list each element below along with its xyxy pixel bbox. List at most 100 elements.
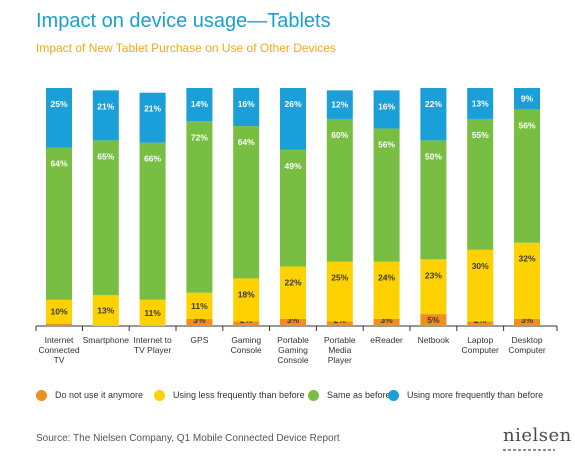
data-label: 13% [97, 306, 114, 316]
bar-segment [420, 259, 447, 315]
bar-segment [233, 126, 260, 279]
category-label: TV Player [134, 345, 171, 355]
category-label: Computer [462, 345, 499, 355]
bar-segment [280, 88, 306, 150]
bar-segment [92, 140, 119, 296]
data-label: 56% [518, 120, 535, 130]
bar-segment [46, 323, 72, 326]
bar-segment [233, 321, 260, 326]
bar-segment [467, 118, 494, 250]
category-label: Internet [45, 335, 74, 345]
data-label: 49% [284, 161, 301, 171]
bar-segment [92, 90, 119, 141]
legend-swatch [308, 389, 319, 401]
bar-segment [92, 295, 119, 326]
category-label: Laptop [467, 335, 493, 345]
category-label: Connected [38, 345, 79, 355]
data-label: 56% [378, 139, 395, 149]
data-label: 60% [331, 130, 348, 140]
category-label: Netbook [418, 335, 450, 345]
data-label: 14% [191, 99, 208, 109]
data-label: 5% [427, 315, 440, 325]
data-label: 24% [378, 273, 395, 283]
legend-label: Do not use it anymore [55, 390, 144, 400]
stacked-bar-chart: 1%10%64%25%InternetConnectedTV13%65%21%S… [35, 88, 558, 365]
bar-segment [46, 147, 72, 300]
bar-segment [373, 318, 400, 326]
bar-segment [467, 88, 494, 119]
data-label: 25% [331, 273, 348, 283]
data-label: 64% [238, 137, 255, 147]
category-label: Internet to [133, 335, 172, 345]
category-label: TV [54, 355, 65, 365]
bar-segment [420, 314, 447, 326]
bar-segment [326, 118, 353, 262]
category-label: Smartphone [83, 335, 130, 345]
category-label: Portable [277, 335, 309, 345]
bar-segment [326, 321, 353, 326]
nielsen-logo: nielsen [503, 425, 572, 446]
bar-segment [326, 90, 353, 119]
bar-segment [420, 140, 447, 260]
data-label: 18% [238, 289, 255, 299]
data-label: 30% [472, 261, 489, 271]
bar-segment [139, 92, 166, 143]
bar-segment [46, 299, 72, 324]
logo-underline [503, 449, 555, 451]
data-label: 3% [287, 315, 300, 325]
legend-label: Same as before [327, 390, 391, 400]
bar-segment [420, 88, 447, 141]
bar-segment [373, 90, 400, 129]
category-label: Portable [324, 335, 356, 345]
category-label: Player [328, 355, 352, 365]
data-label: 55% [472, 130, 489, 140]
data-label: 10% [50, 307, 67, 317]
data-label: 22% [284, 278, 301, 288]
source-note: Source: The Nielsen Company, Q1 Mobile C… [36, 433, 340, 444]
data-label: 26% [284, 99, 301, 109]
legend-item: Same as before [308, 387, 391, 403]
data-label: 11% [144, 308, 161, 318]
data-label: 13% [472, 98, 489, 108]
bar-segment [514, 109, 540, 243]
category-label: Computer [508, 345, 545, 355]
bar-segment [514, 242, 540, 319]
bar-segment [280, 149, 306, 267]
data-label: 65% [97, 151, 114, 161]
bar-segment [186, 121, 213, 293]
bar-segment [233, 278, 260, 322]
data-label: 16% [238, 99, 255, 109]
bar-segment [467, 321, 494, 326]
category-label: Desktop [511, 335, 542, 345]
bar-segment [186, 88, 213, 122]
data-label: 3% [193, 315, 206, 325]
legend-label: Using less frequently than before [173, 390, 305, 400]
bar-segment [280, 266, 306, 319]
bar-segment [186, 318, 213, 326]
bar-segment [233, 88, 260, 127]
bar-segment [514, 318, 540, 326]
bar-segment [139, 299, 166, 326]
data-label: 66% [144, 154, 161, 164]
bar-segment [373, 261, 400, 319]
category-label: GPS [190, 335, 208, 345]
bar-segment [373, 128, 400, 262]
bar-segment [514, 88, 540, 110]
legend-label: Using more frequently than before [407, 390, 544, 400]
category-label: eReader [370, 335, 403, 345]
data-label: 9% [521, 94, 534, 104]
data-label: 23% [425, 270, 442, 280]
bar-segment [326, 261, 353, 322]
chart-title: Impact on device usage—Tablets [36, 10, 331, 32]
data-label: 25% [50, 99, 67, 109]
legend-swatch [36, 389, 47, 401]
bar-segment [186, 292, 213, 319]
legend-swatch [388, 389, 399, 401]
data-label: 3% [521, 315, 534, 325]
data-label: 64% [50, 159, 67, 169]
legend-item: Using less frequently than before [154, 387, 305, 403]
bar-segment [467, 249, 494, 322]
data-label: 22% [425, 99, 442, 109]
data-label: 11% [191, 301, 208, 311]
data-label: 16% [378, 101, 395, 111]
